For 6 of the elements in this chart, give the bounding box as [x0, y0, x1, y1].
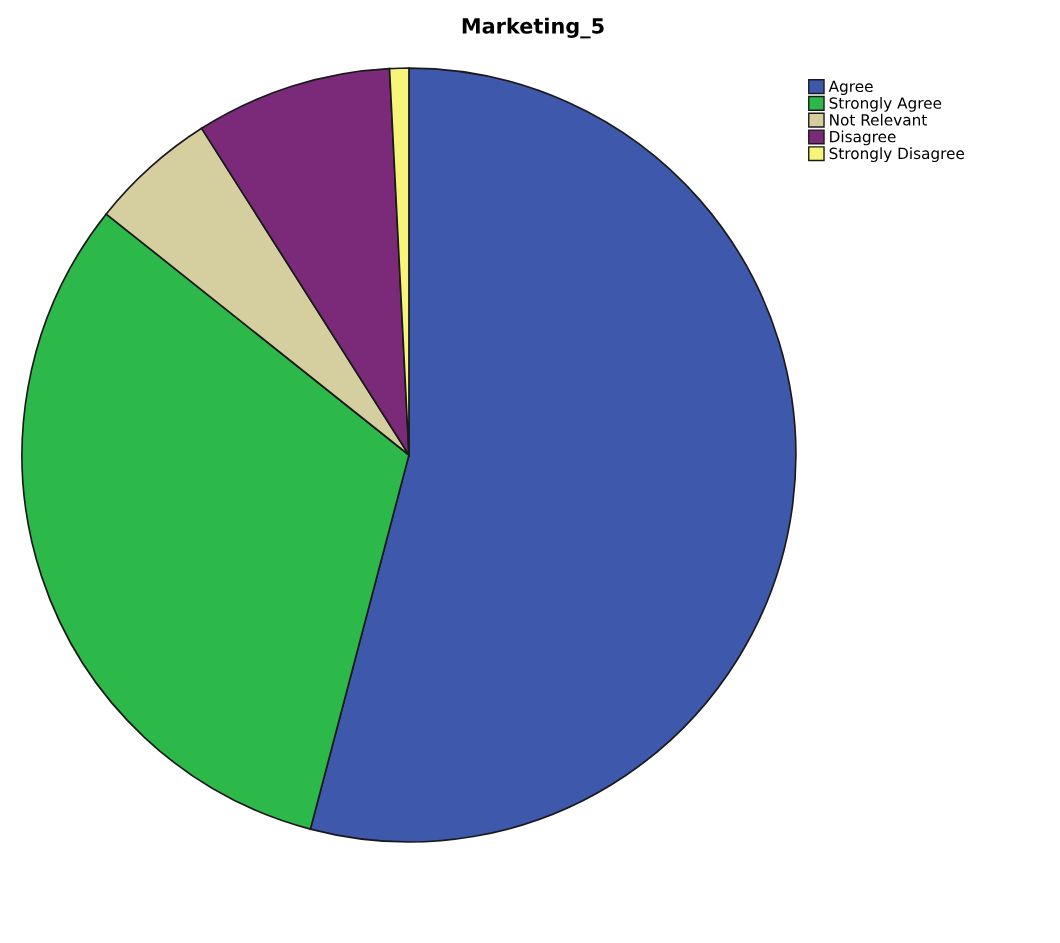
legend-label: Strongly Agree	[829, 97, 942, 112]
chart-title: Marketing_5	[462, 17, 604, 39]
legend-label: Disagree	[830, 130, 896, 146]
legend-label: Agree	[828, 80, 873, 96]
legend-label: Strongly Disagree	[829, 147, 965, 163]
legend-label: Not Relevant	[830, 113, 927, 126]
